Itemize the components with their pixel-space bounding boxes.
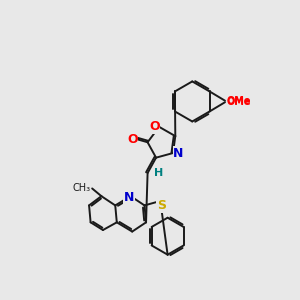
- Text: N: N: [173, 146, 184, 160]
- Text: S: S: [157, 199, 166, 212]
- Text: CH₃: CH₃: [73, 184, 91, 194]
- Text: O: O: [127, 133, 137, 146]
- Text: O: O: [149, 120, 160, 134]
- Text: OMe: OMe: [226, 97, 251, 107]
- Text: N: N: [124, 191, 134, 204]
- Text: OMe: OMe: [226, 96, 251, 106]
- Text: H: H: [154, 168, 163, 178]
